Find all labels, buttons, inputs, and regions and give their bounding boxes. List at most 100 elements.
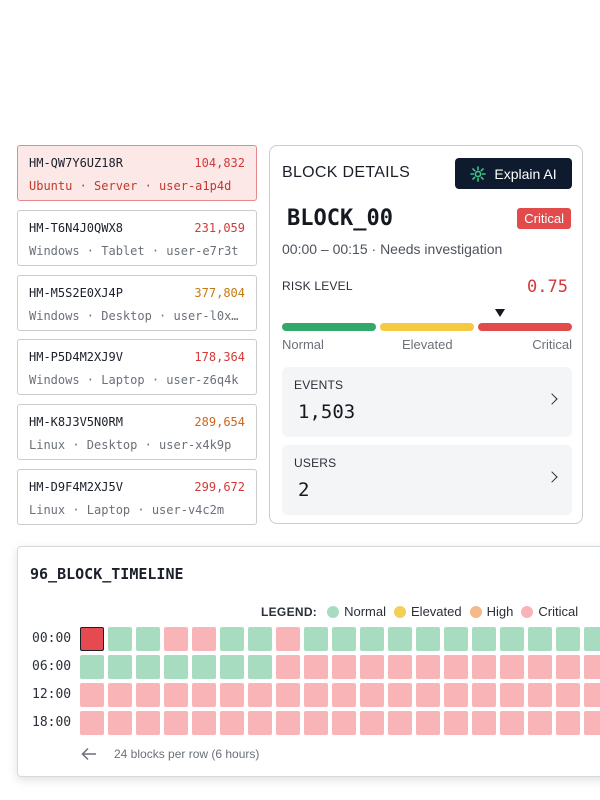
timeline-block[interactable] [276, 711, 300, 735]
timeline-block[interactable] [192, 711, 216, 735]
timeline-block[interactable] [136, 627, 160, 651]
timeline-block[interactable] [584, 711, 600, 735]
timeline-block[interactable] [304, 711, 328, 735]
timeline-block[interactable] [136, 711, 160, 735]
timeline-block[interactable] [332, 655, 356, 679]
events-value: 1,503 [298, 401, 356, 423]
explain-ai-button[interactable]: Explain AI [455, 158, 572, 189]
timeline-block[interactable] [556, 655, 580, 679]
timeline-block[interactable] [80, 683, 104, 707]
timeline-block[interactable] [472, 627, 496, 651]
host-event-count: 104,832 [194, 156, 245, 170]
timeline-block[interactable] [108, 683, 132, 707]
timeline-block[interactable] [164, 711, 188, 735]
timeline-block[interactable] [528, 683, 552, 707]
timeline-row-label: 12:00 [32, 687, 72, 702]
timeline-block[interactable] [108, 627, 132, 651]
timeline-block[interactable] [500, 627, 524, 651]
timeline-block[interactable] [472, 655, 496, 679]
timeline-block[interactable] [416, 683, 440, 707]
explain-ai-label: Explain AI [494, 165, 557, 182]
timeline-block[interactable] [500, 711, 524, 735]
timeline-block[interactable] [136, 683, 160, 707]
timeline-block[interactable] [360, 683, 384, 707]
timeline-block[interactable] [556, 711, 580, 735]
timeline-block[interactable] [500, 655, 524, 679]
timeline-block[interactable] [584, 655, 600, 679]
timeline-block[interactable] [388, 683, 412, 707]
timeline-block[interactable] [360, 627, 384, 651]
timeline-block[interactable] [416, 627, 440, 651]
timeline-block[interactable] [304, 683, 328, 707]
timeline-block[interactable] [304, 655, 328, 679]
timeline-block[interactable] [108, 711, 132, 735]
timeline-block[interactable] [556, 683, 580, 707]
timeline-block[interactable] [136, 655, 160, 679]
legend-label: High [486, 604, 514, 619]
timeline-block[interactable] [528, 655, 552, 679]
arrow-left-icon[interactable] [81, 747, 97, 761]
timeline-block[interactable] [192, 683, 216, 707]
timeline-block[interactable] [444, 711, 468, 735]
timeline-block[interactable] [192, 627, 216, 651]
timeline-block[interactable] [276, 683, 300, 707]
timeline-block[interactable] [444, 655, 468, 679]
timeline-block[interactable] [360, 655, 384, 679]
timeline-block[interactable] [248, 683, 272, 707]
legend-item: Normal [327, 604, 386, 619]
block-time-range: 00:00 – 00:15 · Needs investigation [282, 241, 503, 257]
timeline-block[interactable] [332, 683, 356, 707]
risk-bar [282, 323, 572, 331]
chevron-right-icon [546, 471, 558, 483]
block-details-title: BLOCK DETAILS [282, 164, 411, 181]
timeline-block[interactable] [220, 683, 244, 707]
host-card[interactable]: HM-T6N4J0QWX8 231,059 Windows · Tablet · u… [17, 209, 257, 266]
timeline-block[interactable] [360, 711, 384, 735]
timeline-block[interactable] [584, 627, 600, 651]
timeline-block[interactable] [220, 711, 244, 735]
timeline-block[interactable] [388, 627, 412, 651]
events-card[interactable]: EVENTS 1,503 [282, 367, 572, 437]
timeline-block[interactable] [164, 683, 188, 707]
legend-title: LEGEND: [261, 604, 318, 619]
timeline-block[interactable] [80, 711, 104, 735]
timeline-block[interactable] [528, 627, 552, 651]
host-card[interactable]: HM-QW7Y6UZ18R 104,832 Ubuntu · Server · us… [17, 145, 257, 201]
timeline-block[interactable] [276, 627, 300, 651]
timeline-block[interactable] [80, 627, 104, 651]
timeline-block[interactable] [444, 627, 468, 651]
timeline-block[interactable] [332, 627, 356, 651]
timeline-block[interactable] [164, 627, 188, 651]
timeline-block[interactable] [164, 655, 188, 679]
timeline-block[interactable] [528, 711, 552, 735]
timeline-block[interactable] [276, 655, 300, 679]
timeline-block[interactable] [388, 655, 412, 679]
timeline-block[interactable] [472, 683, 496, 707]
timeline-block[interactable] [220, 627, 244, 651]
timeline-block[interactable] [584, 683, 600, 707]
timeline-block[interactable] [556, 627, 580, 651]
timeline-block[interactable] [388, 711, 412, 735]
legend-item: High [469, 604, 514, 619]
timeline-block[interactable] [444, 683, 468, 707]
timeline-title: 96_BLOCK_TIMELINE [30, 565, 184, 583]
timeline-block[interactable] [248, 655, 272, 679]
timeline-block[interactable] [248, 711, 272, 735]
legend-dot [394, 605, 407, 618]
users-card[interactable]: USERS 2 [282, 445, 572, 515]
timeline-block[interactable] [416, 655, 440, 679]
timeline-block[interactable] [108, 655, 132, 679]
timeline-block[interactable] [248, 627, 272, 651]
host-card[interactable]: HM-P5D4M2XJ9V 178,364 Windows · Laptop · u… [17, 339, 257, 396]
timeline-block[interactable] [472, 711, 496, 735]
timeline-block[interactable] [220, 655, 244, 679]
timeline-block[interactable] [192, 655, 216, 679]
timeline-block[interactable] [416, 711, 440, 735]
timeline-block[interactable] [332, 711, 356, 735]
host-card[interactable]: HM-K8J3V5N0RM 289,654 Linux · Desktop · us… [17, 404, 257, 461]
timeline-block[interactable] [500, 683, 524, 707]
host-card[interactable]: HM-D9F4M2XJ5V 299,672 Linux · Laptop · use… [17, 468, 257, 525]
timeline-block[interactable] [304, 627, 328, 651]
timeline-block[interactable] [80, 655, 104, 679]
host-card[interactable]: HM-M5S2E0XJ4P 377,804 Windows · Desktop · … [17, 274, 257, 331]
